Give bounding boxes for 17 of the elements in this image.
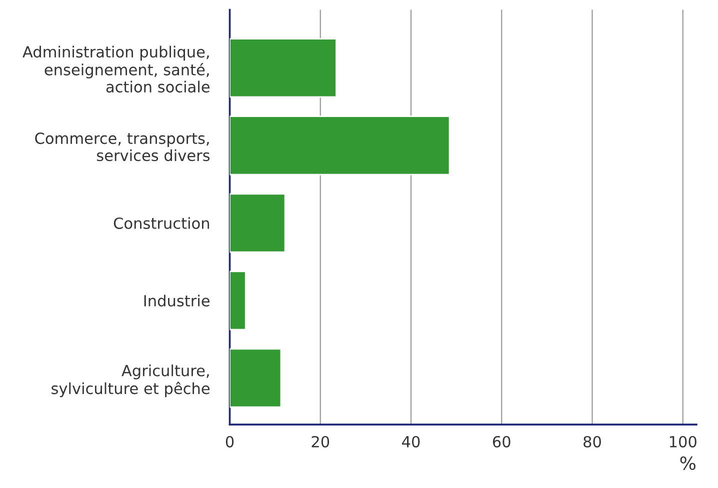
y-tick-label: Commerce, transports, services divers [35, 132, 210, 162]
x-tick-label: 40 [402, 436, 420, 448]
bar [230, 270, 246, 330]
x-tick-label: 100 [670, 436, 696, 448]
x-tick-label: 80 [584, 436, 601, 448]
x-tick-label: 20 [312, 436, 330, 448]
bar [230, 116, 450, 176]
x-tick-label: 60 [492, 436, 510, 448]
x-tick-label: 0 [226, 436, 234, 448]
y-tick-label: Industrie [144, 294, 210, 307]
y-tick-label: Construction [114, 217, 210, 229]
y-tick-label: Administration publique, enseignement, santé, action sociale [22, 46, 210, 93]
bar [230, 348, 282, 408]
bar [230, 193, 286, 253]
bar [230, 38, 337, 98]
x-axis-title: % [680, 456, 696, 470]
y-tick-label: Agriculture, sylviculture et pêche [52, 364, 210, 398]
